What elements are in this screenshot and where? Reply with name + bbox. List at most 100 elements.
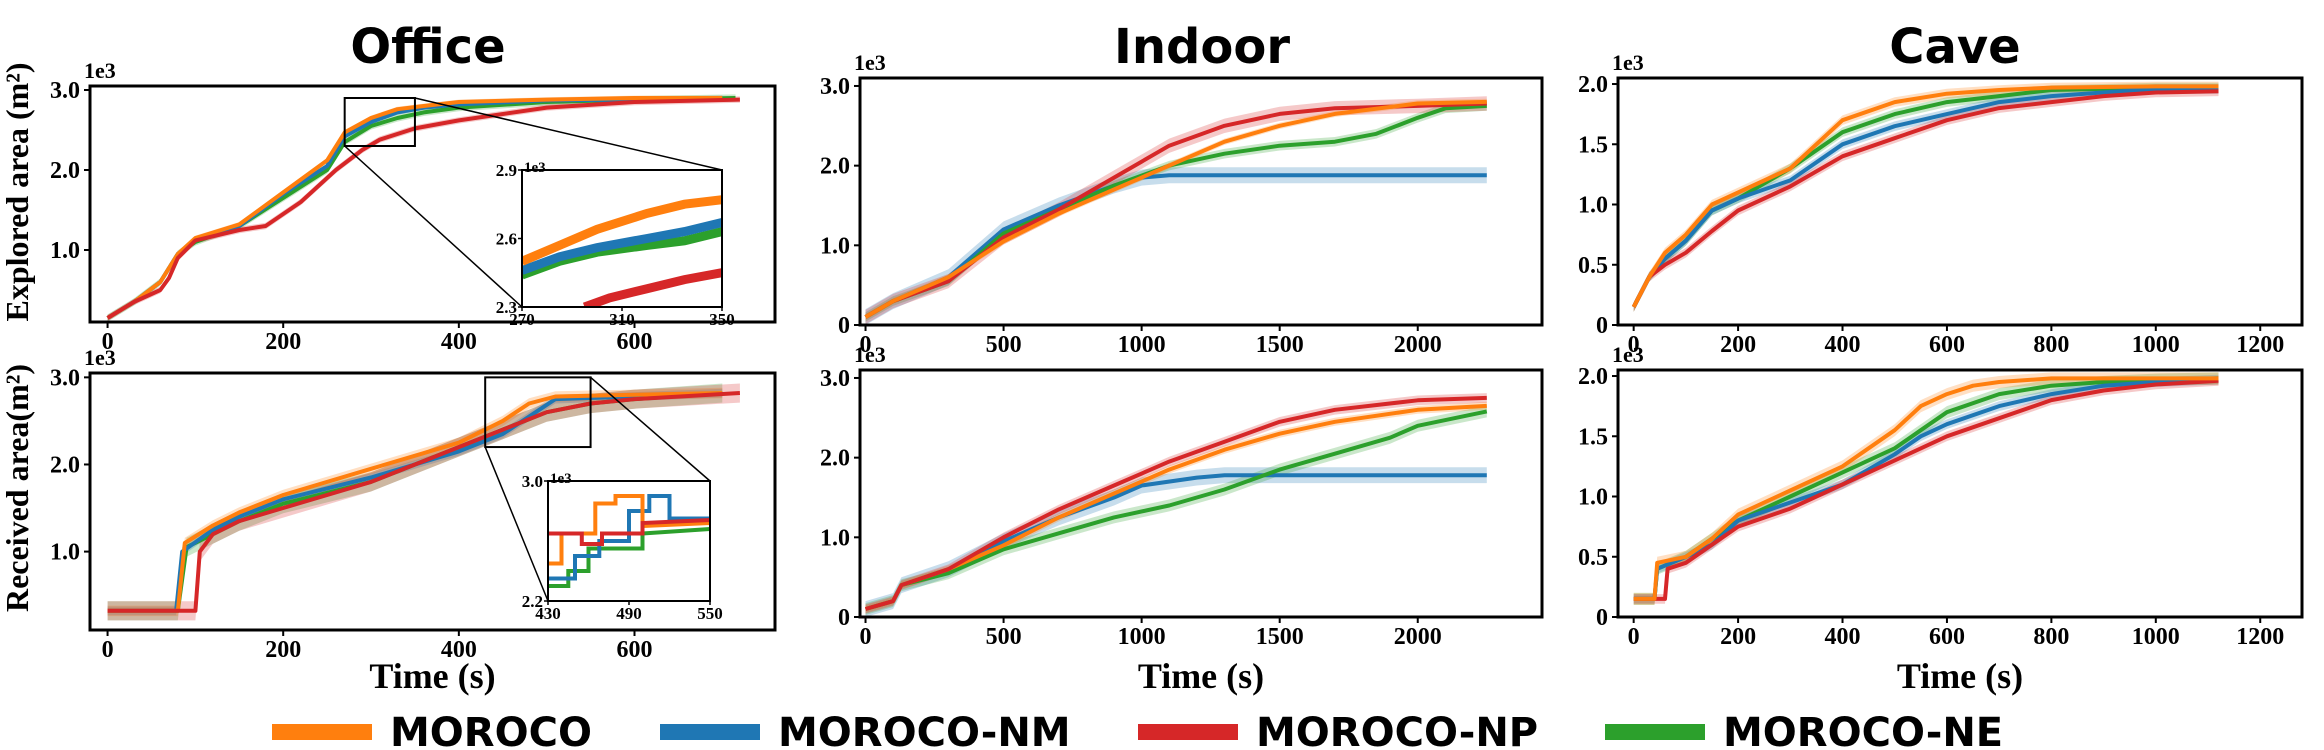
y-multiplier: 1e3 — [84, 345, 116, 370]
series-line-moroco-np — [864, 101, 1487, 319]
zoom-region-box — [343, 97, 416, 147]
x-tick-label: 200 — [265, 329, 301, 355]
inset-y-multiplier: 1e3 — [524, 160, 546, 176]
y-tick-label: 2.0 — [1578, 72, 1608, 98]
legend-label-moroco-nm: MOROCO-NM — [778, 710, 1071, 750]
inset-chart: 430 490 550 2.2 3.0 1e3 — [522, 471, 723, 623]
x-tick-label: 800 — [2033, 624, 2069, 650]
band-moroco-np — [1633, 376, 2219, 604]
x-tick-label: 0 — [1628, 332, 1640, 358]
series-line-moroco-np — [1633, 378, 2219, 601]
plot-area — [1631, 81, 2219, 312]
x-tick-label: 600 — [1929, 624, 1965, 650]
x-tick-label: 600 — [1929, 332, 1965, 358]
inset-x-tick-label: 310 — [609, 310, 635, 329]
y-multiplier: 1e3 — [854, 342, 886, 367]
x-axis-label: Time (s) — [369, 656, 495, 696]
inset-x-tick-label: 350 — [709, 310, 735, 329]
plot-area — [106, 94, 740, 322]
inset-x-tick-label: 430 — [535, 604, 561, 623]
plot-frame — [1616, 76, 2304, 327]
band-moroco-np — [1633, 86, 2219, 312]
legend: MOROCO MOROCO-NM MOROCO-NP MOROCO-NE — [272, 710, 2003, 750]
x-tick-label: 500 — [986, 624, 1022, 650]
x-tick-label: 1000 — [1118, 332, 1166, 358]
series-line-moroco-np — [106, 97, 740, 320]
inset-y-multiplier: 1e3 — [550, 471, 572, 487]
series-line-moroco-nm — [1633, 377, 2219, 601]
y-multiplier: 1e3 — [1612, 342, 1644, 367]
y-tick-label: 3.0 — [50, 365, 80, 391]
x-axis-label: Time (s) — [1138, 656, 1264, 696]
band-moroco — [1633, 372, 2219, 605]
x-tick-label: 200 — [1720, 332, 1756, 358]
band-moroco-nm — [865, 167, 1487, 325]
series-line-moroco-np — [864, 395, 1487, 611]
plot-area — [864, 96, 1487, 325]
series-line-moroco-ne — [1633, 376, 2219, 601]
inset-series-line-moroco-ne — [548, 527, 710, 588]
x-tick-label: 600 — [616, 637, 652, 663]
y-tick-label: 0 — [838, 605, 850, 631]
plot-area — [1633, 372, 2219, 605]
x-tick-label: 400 — [1825, 332, 1861, 358]
inset-chart: 270 310 350 2.3 2.6 2.9 1e3 — [496, 160, 735, 329]
x-tick-label: 1000 — [2132, 624, 2180, 650]
x-tick-label: 200 — [265, 637, 301, 663]
y-tick-label: 0 — [1596, 605, 1608, 631]
legend-swatch-moroco-np — [1138, 724, 1238, 740]
zoom-connector — [344, 145, 523, 308]
x-tick-label: 400 — [441, 329, 477, 355]
x-tick-label: 0 — [102, 637, 114, 663]
x-tick-label: 400 — [1825, 624, 1861, 650]
band-moroco-nm — [865, 467, 1487, 617]
inset-series-line-moroco-np — [582, 268, 722, 307]
x-tick-label: 1000 — [1118, 624, 1166, 650]
x-tick-label: 400 — [441, 637, 477, 663]
y-tick-label: 3.0 — [820, 366, 850, 392]
x-tick-label: 1500 — [1256, 332, 1304, 358]
y-multiplier: 1e3 — [854, 50, 886, 75]
plot-area — [864, 393, 1488, 617]
series-line-moroco — [106, 96, 723, 320]
legend-swatch-moroco-nm — [660, 724, 760, 740]
series-line-moroco — [1631, 84, 2219, 308]
x-tick-label: 1200 — [2236, 624, 2284, 650]
inset-series-line-moroco-nm — [548, 494, 710, 581]
row-label-explored: Explored area (m²) — [0, 62, 35, 321]
inset-y-tick-label: 3.0 — [522, 472, 543, 491]
x-tick-label: 0 — [102, 329, 114, 355]
y-tick-label: 3.0 — [50, 78, 80, 104]
inset-y-tick-label: 2.9 — [496, 161, 517, 180]
x-tick-label: 2000 — [1394, 624, 1442, 650]
plot-frame — [88, 371, 777, 632]
column-title-office: Office — [350, 19, 505, 75]
band-moroco-ne — [865, 405, 1487, 615]
inset-series-line-moroco-np — [548, 518, 710, 546]
x-tick-label: 0 — [1628, 624, 1640, 650]
zoom-connector — [484, 446, 549, 602]
legend-swatch-moroco — [272, 724, 372, 740]
x-tick-label: 1200 — [2236, 332, 2284, 358]
y-tick-label: 1.5 — [1578, 424, 1608, 450]
series-line-moroco-np — [1631, 89, 2219, 308]
series-line-moroco — [1633, 376, 2219, 601]
y-tick-label: 0.5 — [1578, 545, 1608, 571]
x-axis-label: Time (s) — [1897, 656, 2023, 696]
zoom-region-box — [484, 376, 592, 449]
inset-series-line-moroco-nm — [522, 218, 722, 275]
inset-plot-area — [548, 494, 710, 588]
inset-y-tick-label: 2.2 — [522, 592, 543, 611]
y-tick-label: 1.0 — [820, 233, 850, 259]
inset-y-tick-label: 2.6 — [496, 230, 517, 249]
y-tick-label: 1.0 — [50, 238, 80, 264]
legend-label-moroco-ne: MOROCO-NE — [1723, 710, 2003, 750]
y-tick-label: 2.0 — [50, 158, 80, 184]
zoom-connector — [590, 376, 711, 482]
band-moroco-ne — [865, 101, 1487, 322]
y-tick-label: 2.0 — [820, 154, 850, 180]
